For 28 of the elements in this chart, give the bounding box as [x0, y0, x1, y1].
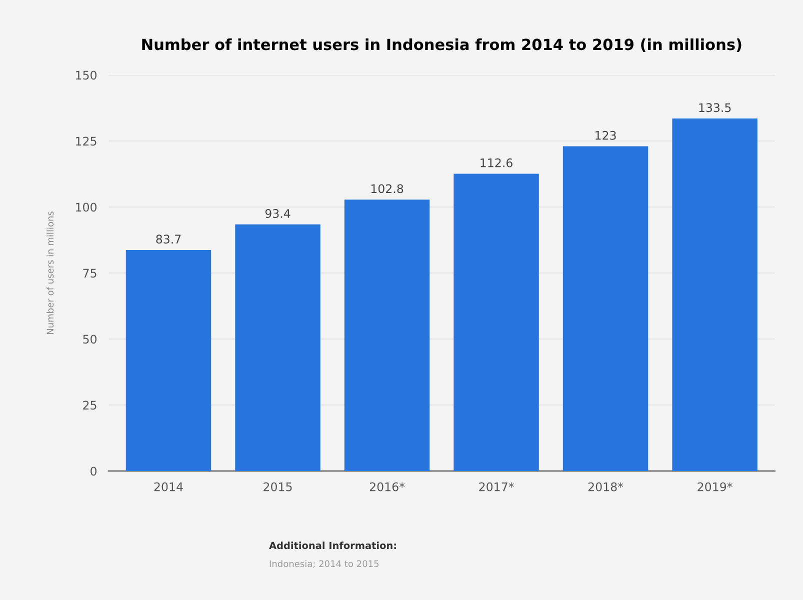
x-tick-label: 2014: [154, 482, 183, 492]
y-axis-title: Number of users in millions: [46, 212, 54, 334]
x-tick-label: 2015: [264, 482, 292, 492]
x-tick-label: 2018*: [588, 482, 624, 492]
y-tick-label: 125: [76, 136, 96, 146]
bar: [235, 224, 320, 471]
y-tick-label: 150: [76, 70, 97, 80]
x-tick-label: 2019*: [698, 482, 732, 492]
bar: [344, 200, 430, 471]
data-label: 123: [596, 130, 616, 140]
y-tick-label: 100: [76, 202, 97, 212]
bar: [126, 250, 212, 471]
y-tick-label: 75: [83, 268, 96, 278]
x-tick-label: 2016*: [370, 482, 405, 492]
chart-title: Number of internet users in Indonesia from 2014 to 2019 (in millions): [142, 38, 742, 52]
x-tick-label: 2017*: [479, 482, 514, 492]
bar: [562, 146, 648, 471]
y-tick-label: 50: [83, 334, 97, 344]
data-label: 133.5: [699, 103, 731, 112]
data-label: 102.8: [371, 184, 404, 194]
text: Additional Information: Indonesia; 2014 to 2015: [269, 542, 396, 568]
data-label: 112.6: [480, 158, 512, 168]
data-label: 93.4: [265, 209, 290, 218]
bar: [454, 174, 539, 471]
y-tick-label: 25: [83, 400, 96, 410]
bar: [672, 118, 758, 471]
y-tick-label: 0: [90, 466, 97, 476]
data-label: 83.7: [156, 234, 181, 244]
